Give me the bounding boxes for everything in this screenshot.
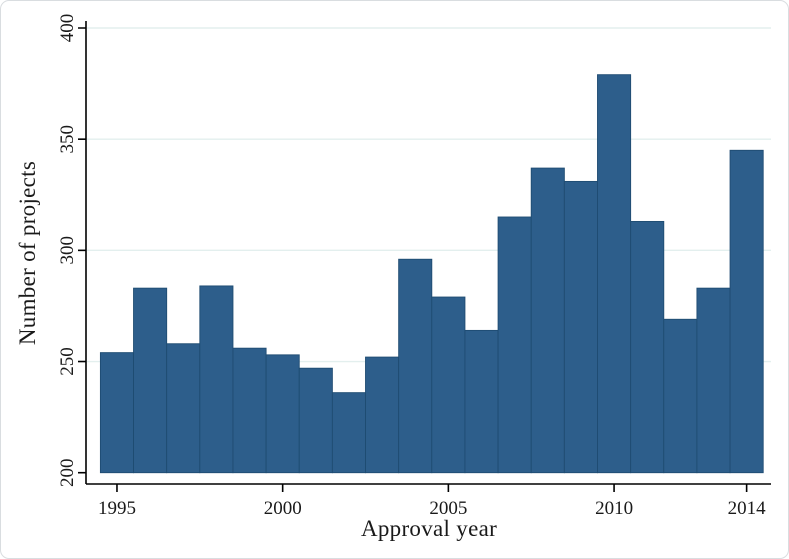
bar-1999 xyxy=(232,347,267,474)
x-tick-label-2010: 2010 xyxy=(595,498,633,519)
bar-1997 xyxy=(166,343,201,474)
y-axis-title: Number of projects xyxy=(15,160,40,346)
bar-2009 xyxy=(563,180,598,474)
bar-2005 xyxy=(431,296,466,474)
bar-2001 xyxy=(298,367,333,474)
bar-2013 xyxy=(696,287,731,474)
y-tick-label-300: 300 xyxy=(57,236,78,264)
x-tick-label-1995: 1995 xyxy=(98,498,136,519)
bar-2007 xyxy=(497,216,532,474)
bar-2004 xyxy=(398,258,433,474)
x-tick-label-2000: 2000 xyxy=(264,498,302,519)
bar-2011 xyxy=(630,220,665,474)
y-tick-label-400: 400 xyxy=(57,14,78,43)
bar-2003 xyxy=(365,356,400,474)
y-tick-label-200: 200 xyxy=(57,458,78,487)
x-axis-title: Approval year xyxy=(360,516,498,541)
bar-2010 xyxy=(597,74,632,474)
bar-2014 xyxy=(729,149,764,474)
x-tick-label-2014: 2014 xyxy=(728,498,767,519)
bar-2000 xyxy=(265,354,300,474)
bar-1995 xyxy=(99,352,134,474)
bar-2006 xyxy=(464,329,499,474)
bar-1998 xyxy=(199,285,234,474)
bar-2002 xyxy=(331,392,366,474)
bar-1996 xyxy=(133,287,168,474)
bar-2012 xyxy=(663,318,698,474)
x-tick-label-2005: 2005 xyxy=(429,498,467,519)
bar-2008 xyxy=(530,167,565,474)
y-tick-label-250: 250 xyxy=(57,347,78,376)
y-tick-label-350: 350 xyxy=(57,125,78,154)
